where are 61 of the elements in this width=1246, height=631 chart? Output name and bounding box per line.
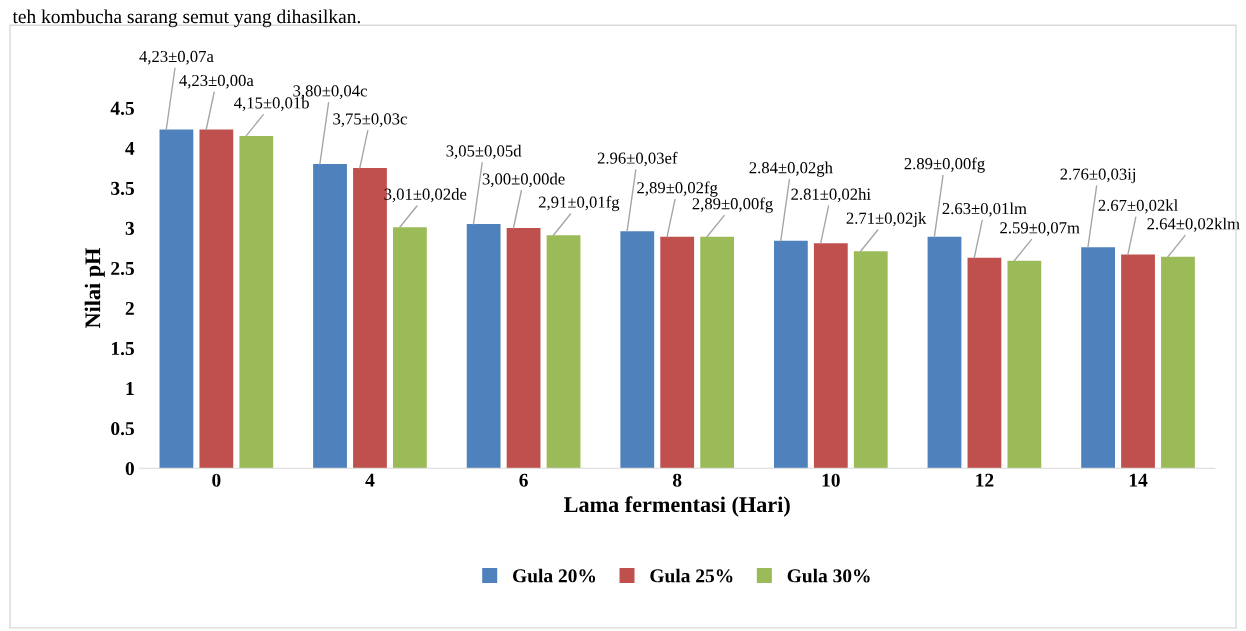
x-axis-title: Lama fermentasi (Hari) [564, 496, 790, 517]
y-axis-title: Nilai pH [84, 247, 105, 329]
data-label: 2.76±0,03ij [1060, 168, 1136, 184]
text: teh kombucha sarang semut yang dihasilkan. [12, 9, 361, 28]
x-tick-label: 14 [1129, 473, 1148, 487]
y-tick-label: 0 [125, 462, 134, 476]
y-tick-label: 3.5 [111, 181, 134, 195]
data-label: 2.81±0,02hi [791, 188, 871, 203]
y-tick-label: 2 [125, 301, 134, 315]
x-tick-label: 0 [212, 473, 221, 487]
bar [1081, 247, 1115, 469]
data-label: 3,00±0,00de [482, 172, 565, 187]
bar [1007, 260, 1042, 469]
data-label: 2,89±0,00fg [692, 197, 773, 213]
x-tick-label: 6 [519, 473, 528, 487]
data-label: 2.84±0,02gh [749, 161, 833, 177]
data-label: 2.59±0,07m [1000, 222, 1080, 236]
data-label: 2.89±0,00fg [904, 157, 985, 173]
data-label: 4,23±0,00a [179, 74, 254, 89]
bar [199, 129, 234, 469]
bar [773, 240, 808, 469]
data-label: 2.63±0,01lm [942, 202, 1027, 217]
bar [700, 236, 735, 469]
y-tick-label: 0.5 [111, 421, 134, 436]
bar [967, 257, 1002, 469]
data-label: 2,89±0,02fg [637, 181, 718, 197]
data-label: 2.71±0,02jk [846, 212, 927, 228]
data-label: 2,91±0,01fg [538, 195, 620, 212]
bar [813, 243, 848, 469]
data-label: 4,23±0,07a [139, 50, 214, 65]
bar [853, 251, 888, 469]
data-label: 2.64±0,02klm [1147, 217, 1240, 232]
data-label: 3,05±0,05d [446, 144, 522, 159]
bar [506, 228, 541, 469]
bar [466, 224, 501, 469]
legend-label: Gula 20% [513, 568, 596, 583]
bar [239, 135, 274, 469]
x-tick-label: 4 [365, 473, 375, 487]
y-tick-label: 4.5 [110, 101, 134, 115]
y-tick-label: 1.5 [111, 342, 134, 356]
y-tick-label: 1 [126, 382, 134, 395]
bar [313, 163, 347, 469]
bar [927, 236, 962, 469]
x-tick-label: 12 [976, 473, 994, 487]
bar [1121, 254, 1155, 469]
y-tick-label: 4 [125, 141, 135, 155]
bar [546, 235, 581, 469]
bar [660, 236, 695, 469]
legend-label: Gula 25% [650, 568, 733, 583]
bar [620, 231, 655, 469]
x-tick-label: 10 [822, 473, 840, 487]
data-label: 2.67±0,02kl [1098, 199, 1178, 214]
data-label: 3,75±0,03c [333, 113, 407, 127]
data-label: 2.96±0,03ef [597, 151, 678, 167]
y-tick-label: 2.5 [111, 261, 134, 276]
bar [1161, 256, 1195, 469]
x-tick-label: 8 [672, 473, 682, 487]
legend-label: Gula 30% [787, 568, 870, 583]
bar [159, 129, 194, 469]
y-tick-label: 3 [125, 221, 135, 235]
bar [393, 227, 427, 469]
